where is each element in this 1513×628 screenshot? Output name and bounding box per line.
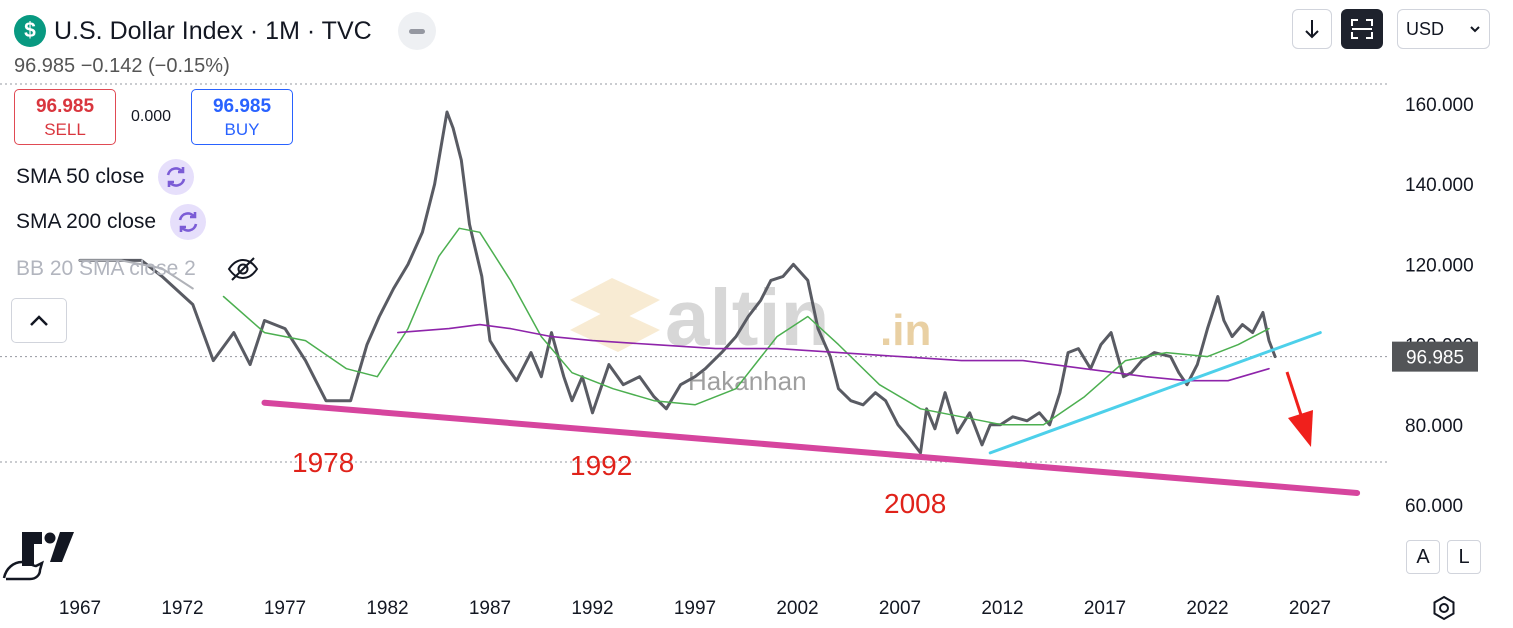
x-axis-tick-label: 2012 [981, 598, 1023, 619]
y-axis-tick-label: 140.000 [1405, 175, 1474, 196]
tradingview-logo-icon[interactable] [0, 528, 80, 584]
x-axis-tick-label: 1967 [59, 598, 101, 619]
indicator-bb-label: BB 20 SMA close 2 [16, 257, 196, 280]
sma200-line [396, 323, 1270, 382]
y-axis-tick-label: 60.000 [1405, 496, 1463, 517]
bb-line [79, 259, 194, 290]
expand-legend-button[interactable] [11, 298, 67, 343]
autoscale-button[interactable]: A [1406, 540, 1440, 574]
currency-select[interactable]: USD [1397, 9, 1490, 49]
eye-hidden-icon[interactable] [226, 256, 260, 282]
fullscreen-icon [1351, 19, 1373, 39]
indicator-bb[interactable]: BB 20 SMA close 2 [16, 256, 260, 282]
indicator-sma200[interactable]: SMA 200 close [16, 204, 207, 240]
x-axis-tick-label: 1977 [264, 598, 306, 619]
dollar-glyph: $ [24, 19, 36, 42]
loading-icon[interactable] [158, 159, 195, 195]
download-button[interactable] [1292, 9, 1332, 49]
sell-button[interactable]: 96.985 SELL [14, 89, 116, 145]
x-axis-tick-label: 1992 [571, 598, 613, 619]
x-axis-tick-label: 2007 [879, 598, 921, 619]
last-price-badge [1392, 341, 1478, 372]
last-price-badge-text: 96.985 [1406, 348, 1464, 369]
dollar-icon: $ [14, 15, 46, 47]
indicator-sma50[interactable]: SMA 50 close [16, 159, 195, 195]
x-axis-tick-label: 1972 [161, 598, 203, 619]
minus-icon [408, 28, 425, 34]
chevron-down-icon [1470, 26, 1480, 33]
price-line [78, 110, 1277, 455]
buy-price: 96.985 [212, 96, 272, 117]
fullscreen-button[interactable] [1341, 9, 1383, 49]
x-axis-tick-label: 1982 [366, 598, 408, 619]
x-axis-tick-label: 2002 [776, 598, 818, 619]
annotation-year-label: 1978 [292, 447, 354, 478]
watermark-suffix: .in [880, 306, 931, 355]
uptrend-trendline [988, 331, 1322, 455]
red-arrow-head [1288, 410, 1313, 447]
watermark-shape [570, 308, 660, 352]
collapse-legend-button[interactable] [397, 12, 436, 50]
annotation-year-label: 2008 [884, 488, 946, 519]
price-change-line: 96.985 −0.142 (−0.15%) [14, 55, 230, 77]
y-axis-tick-label: 160.000 [1405, 95, 1474, 116]
currency-value: USD [1406, 18, 1445, 39]
symbol-title[interactable]: U.S. Dollar Index · 1M · TVC [54, 16, 372, 45]
annotation-year-label: 1992 [570, 450, 632, 481]
buy-label: BUY [224, 120, 260, 139]
chevron-up-icon [30, 314, 48, 326]
watermark-logo [570, 278, 660, 352]
x-axis-tick-label: 2022 [1186, 598, 1228, 619]
indicator-sma200-label: SMA 200 close [16, 210, 157, 233]
settings-gear-icon[interactable] [1429, 593, 1459, 623]
buy-button[interactable]: 96.985 BUY [191, 89, 293, 145]
log-scale-button[interactable]: L [1447, 540, 1481, 574]
y-axis-tick-label: 80.000 [1405, 416, 1463, 437]
support-trendline [261, 399, 1361, 496]
x-axis-tick-label: 2027 [1289, 598, 1331, 619]
spread-value: 0.000 [131, 108, 172, 125]
chart-header: $ U.S. Dollar Index · 1M · TVC [14, 12, 436, 50]
y-axis-tick-label: 120.000 [1405, 255, 1474, 276]
sma50-line [222, 227, 1270, 426]
watermark-author: Hakanhan [688, 366, 807, 396]
loading-icon[interactable] [170, 204, 207, 240]
sell-price: 96.985 [35, 96, 95, 117]
arrow-down-icon [1305, 20, 1319, 39]
x-axis-tick-label: 1987 [469, 598, 511, 619]
red-arrow-shaft [1285, 371, 1304, 419]
x-axis-tick-label: 2017 [1084, 598, 1126, 619]
x-axis-tick-label: 1997 [674, 598, 716, 619]
indicator-sma50-label: SMA 50 close [16, 165, 145, 188]
sell-label: SELL [44, 120, 86, 139]
watermark-shape [570, 278, 660, 322]
